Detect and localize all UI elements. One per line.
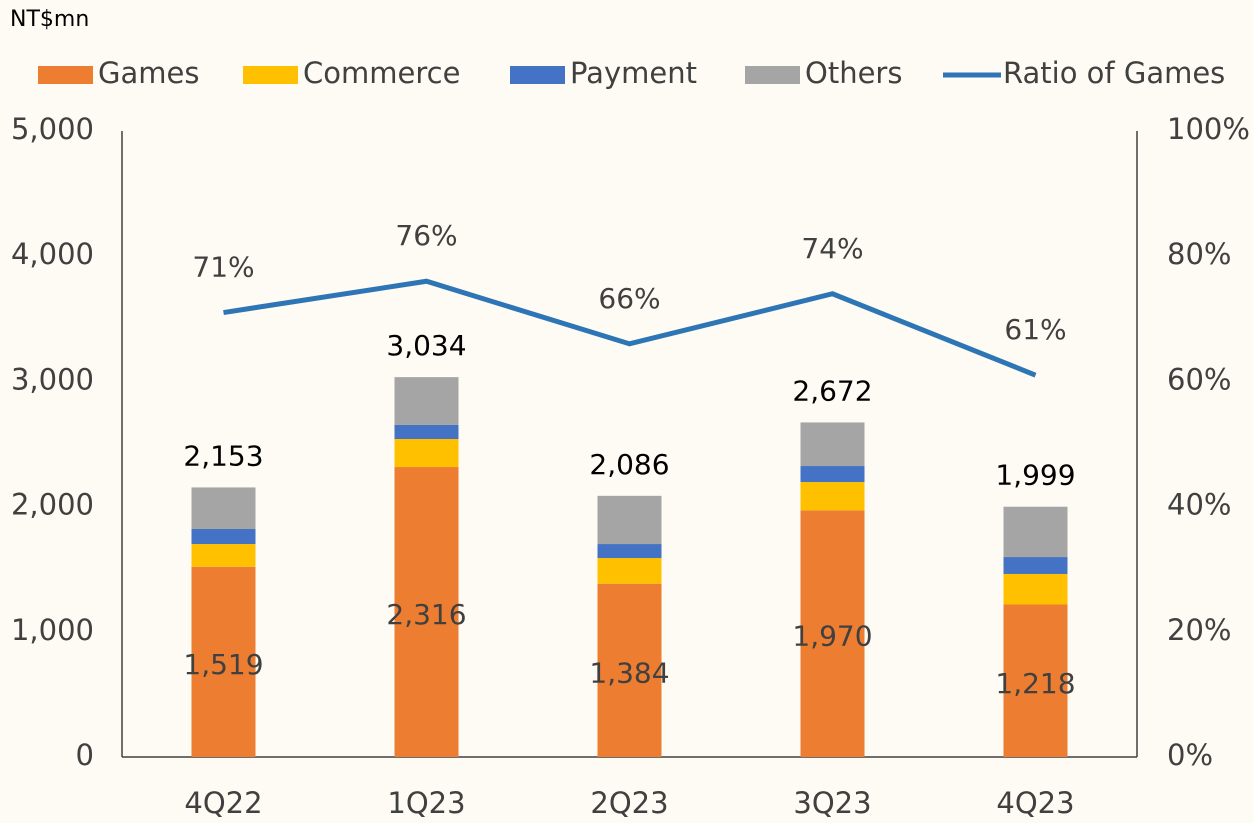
data-label: 1,384 xyxy=(589,656,669,689)
bar-segment xyxy=(394,438,459,468)
bar-segment xyxy=(191,566,256,757)
x-tick-label: 1Q23 xyxy=(387,786,465,820)
legend-swatch xyxy=(38,66,93,84)
total-label: 2,672 xyxy=(792,374,872,407)
bar-segment xyxy=(1003,573,1068,605)
y2-tick-label: 80% xyxy=(1167,237,1231,271)
total-label: 2,086 xyxy=(589,448,669,481)
line-label: 71% xyxy=(192,251,254,284)
y2-tick-label: 100% xyxy=(1167,112,1250,146)
line-label: 74% xyxy=(801,232,863,265)
y2-tick-label: 60% xyxy=(1167,362,1231,396)
y-tick-label: 4,000 xyxy=(11,237,94,271)
y-axis-label: NT$mn xyxy=(10,7,89,32)
y-tick-label: 0 xyxy=(76,738,94,772)
bar-segment xyxy=(1003,506,1068,558)
bar-segment xyxy=(800,510,865,757)
data-label: 2,316 xyxy=(386,598,466,631)
bar-segment xyxy=(800,422,865,467)
bar-segment xyxy=(394,467,459,757)
line xyxy=(223,278,1037,378)
legend-label: Payment xyxy=(570,56,697,90)
bar-segment xyxy=(800,466,865,483)
bar-segment xyxy=(1003,557,1068,574)
bar-segment xyxy=(1003,604,1068,757)
y-tick-label: 5,000 xyxy=(11,112,94,146)
y-tick-label: 1,000 xyxy=(11,613,94,647)
bar-segment xyxy=(394,377,459,425)
x-tick-label: 4Q22 xyxy=(184,786,262,820)
total-label: 1,999 xyxy=(995,459,1075,492)
data-label: 1,970 xyxy=(792,620,872,653)
bar-segment xyxy=(597,558,662,584)
total-label: 3,034 xyxy=(386,329,466,362)
x-tick-label: 3Q23 xyxy=(793,786,871,820)
legend-label: Games xyxy=(98,56,199,90)
legend-label: Commerce xyxy=(303,56,460,90)
legend-swatch xyxy=(243,66,298,84)
bar-segment xyxy=(597,544,662,559)
line-label: 61% xyxy=(1004,313,1066,346)
legend-swatch xyxy=(745,66,800,84)
line-label: 76% xyxy=(395,219,457,252)
y2-tick-label: 20% xyxy=(1167,613,1231,647)
legend-label: Others xyxy=(805,56,902,90)
total-label: 2,153 xyxy=(183,439,263,472)
bar-segment xyxy=(191,544,256,567)
y2-tick-label: 0% xyxy=(1167,738,1213,772)
data-label: 1,519 xyxy=(183,648,263,681)
bar-segment xyxy=(800,482,865,511)
bar-segment xyxy=(191,529,256,545)
data-label: 1,218 xyxy=(995,667,1075,700)
legend-label: Ratio of Games xyxy=(1003,56,1225,90)
x-tick-label: 4Q23 xyxy=(996,786,1074,820)
y2-tick-label: 40% xyxy=(1167,488,1231,522)
y-tick-label: 2,000 xyxy=(11,488,94,522)
bar-segment xyxy=(394,424,459,439)
x-tick-label: 2Q23 xyxy=(590,786,668,820)
bar-segment xyxy=(597,495,662,545)
y-tick-label: 3,000 xyxy=(11,362,94,396)
legend-swatch xyxy=(510,66,565,84)
bar-segment xyxy=(191,487,256,530)
bar-segment xyxy=(597,583,662,757)
line-label: 66% xyxy=(598,282,660,315)
